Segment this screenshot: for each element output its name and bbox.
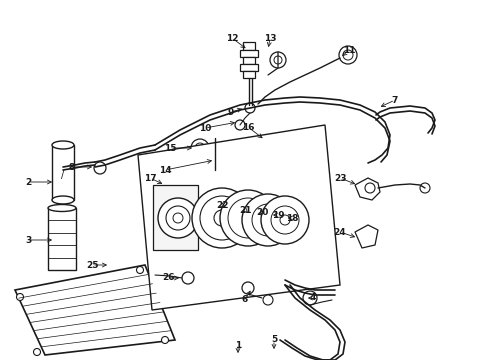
Text: 23: 23 bbox=[334, 174, 346, 183]
Circle shape bbox=[228, 198, 268, 238]
Bar bbox=[153, 185, 198, 250]
Text: 4: 4 bbox=[310, 293, 316, 302]
Text: 5: 5 bbox=[271, 336, 277, 345]
Text: 13: 13 bbox=[264, 33, 276, 42]
Bar bbox=[243, 71, 255, 78]
Text: 11: 11 bbox=[343, 45, 355, 54]
Circle shape bbox=[271, 206, 299, 234]
Circle shape bbox=[245, 103, 255, 113]
Polygon shape bbox=[15, 265, 175, 355]
Circle shape bbox=[274, 56, 282, 64]
Circle shape bbox=[280, 215, 290, 225]
Circle shape bbox=[17, 293, 24, 301]
Circle shape bbox=[195, 143, 205, 153]
Bar bbox=[52, 145, 74, 200]
Text: 25: 25 bbox=[86, 261, 98, 270]
Circle shape bbox=[182, 272, 194, 284]
Circle shape bbox=[191, 139, 209, 157]
Circle shape bbox=[166, 206, 190, 230]
Text: 2: 2 bbox=[25, 177, 31, 186]
Circle shape bbox=[365, 183, 375, 193]
Text: 8: 8 bbox=[69, 162, 75, 171]
Circle shape bbox=[235, 120, 245, 130]
Circle shape bbox=[252, 204, 284, 236]
Circle shape bbox=[261, 196, 309, 244]
Text: 6: 6 bbox=[242, 296, 248, 305]
Text: 18: 18 bbox=[286, 213, 298, 222]
Circle shape bbox=[173, 213, 183, 223]
Text: 20: 20 bbox=[256, 207, 268, 216]
Bar bbox=[240, 50, 258, 57]
Text: 7: 7 bbox=[392, 95, 398, 104]
Bar bbox=[243, 42, 255, 50]
Circle shape bbox=[33, 348, 41, 356]
Text: 24: 24 bbox=[334, 228, 346, 237]
Circle shape bbox=[192, 188, 252, 248]
Circle shape bbox=[263, 295, 273, 305]
Circle shape bbox=[242, 194, 294, 246]
Text: 10: 10 bbox=[199, 123, 211, 132]
Circle shape bbox=[137, 266, 144, 274]
Polygon shape bbox=[355, 178, 380, 200]
Ellipse shape bbox=[52, 196, 74, 204]
Text: 1: 1 bbox=[235, 341, 241, 350]
Polygon shape bbox=[138, 125, 340, 310]
Bar bbox=[243, 57, 255, 64]
Bar bbox=[48, 208, 76, 270]
Ellipse shape bbox=[52, 141, 74, 149]
Text: 22: 22 bbox=[216, 201, 228, 210]
Text: 17: 17 bbox=[144, 174, 156, 183]
Circle shape bbox=[94, 162, 106, 174]
Circle shape bbox=[242, 282, 254, 294]
Text: 16: 16 bbox=[242, 122, 254, 131]
Circle shape bbox=[303, 291, 317, 305]
Polygon shape bbox=[355, 225, 378, 248]
Bar bbox=[240, 64, 258, 71]
Text: 19: 19 bbox=[271, 211, 284, 220]
Circle shape bbox=[339, 46, 357, 64]
Circle shape bbox=[220, 190, 276, 246]
Circle shape bbox=[158, 198, 198, 238]
Text: 3: 3 bbox=[25, 235, 31, 244]
Circle shape bbox=[162, 337, 169, 343]
Ellipse shape bbox=[48, 204, 76, 212]
Circle shape bbox=[420, 183, 430, 193]
Text: 21: 21 bbox=[239, 206, 251, 215]
Circle shape bbox=[262, 214, 274, 226]
Text: /: / bbox=[61, 170, 65, 180]
Text: 9: 9 bbox=[228, 108, 234, 117]
Text: 12: 12 bbox=[226, 33, 238, 42]
Text: 15: 15 bbox=[164, 144, 176, 153]
Text: 26: 26 bbox=[162, 274, 174, 283]
Circle shape bbox=[270, 52, 286, 68]
Circle shape bbox=[200, 196, 244, 240]
Circle shape bbox=[214, 210, 230, 226]
Circle shape bbox=[343, 50, 353, 60]
Text: 14: 14 bbox=[159, 166, 171, 175]
